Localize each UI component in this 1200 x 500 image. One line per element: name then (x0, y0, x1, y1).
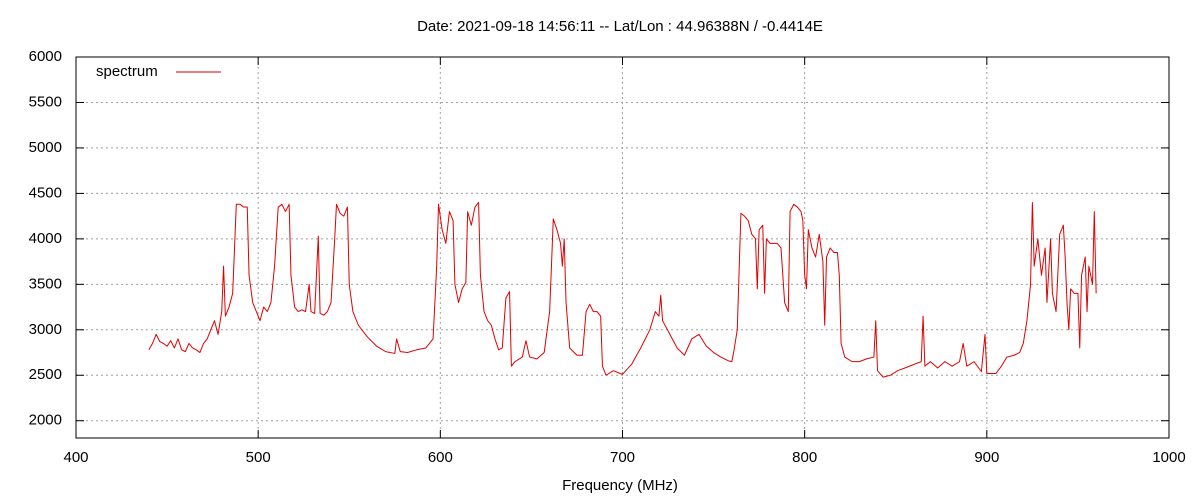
series-line (148, 201, 1097, 378)
y-tick-label: 5000 (29, 139, 62, 156)
y-tick-label: 2000 (29, 412, 62, 429)
x-tick-label: 700 (610, 449, 635, 466)
y-tick-label: 3500 (29, 275, 62, 292)
x-tick-label: 900 (974, 449, 999, 466)
x-axis-label: Frequency (MHz) (562, 477, 678, 494)
y-tick-label: 4000 (29, 230, 62, 247)
plot-frame (75, 56, 1170, 439)
y-tick-label: 2500 (29, 366, 62, 383)
y-tick-label: 5500 (29, 93, 62, 110)
x-tick-label: 800 (792, 449, 817, 466)
y-tick-label: 6000 (29, 48, 62, 65)
x-tick-label: 500 (246, 449, 271, 466)
x-tick-label: 600 (428, 449, 453, 466)
chart-title: Date: 2021-09-18 14:56:11 -- Lat/Lon : 4… (417, 18, 823, 35)
legend-label: spectrum (96, 63, 158, 80)
y-tick-label: 3000 (29, 321, 62, 338)
x-tick-label: 1000 (1152, 449, 1185, 466)
x-tick-label: 400 (63, 449, 88, 466)
y-tick-label: 4500 (29, 184, 62, 201)
